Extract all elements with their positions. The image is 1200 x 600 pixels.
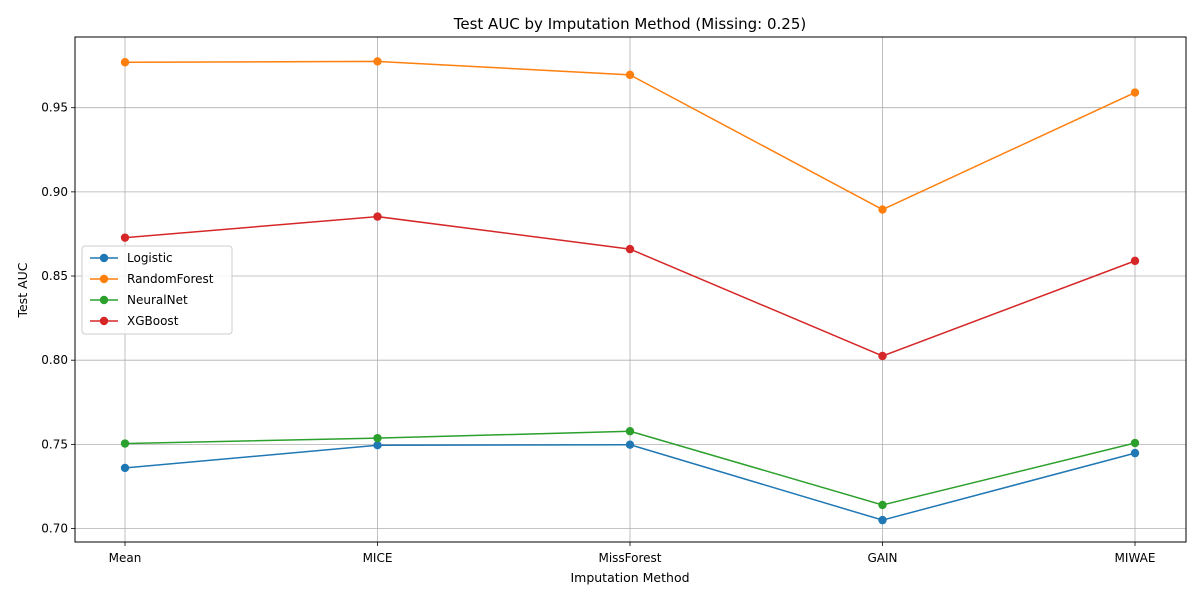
y-tick-label: 0.70 (41, 522, 68, 536)
legend-marker (99, 295, 109, 305)
series-xgboost (120, 212, 1140, 361)
chart-title: Test AUC by Imputation Method (Missing: … (453, 15, 806, 33)
y-tick-label: 0.80 (41, 353, 68, 367)
series-logistic (120, 440, 1140, 525)
legend-marker (99, 274, 109, 284)
legend-label: RandomForest (127, 272, 214, 286)
legend-item-xgboost: XGBoost (90, 314, 179, 328)
legend-item-randomforest: RandomForest (90, 272, 214, 286)
x-axis: Mean MICE MissForest GAIN MIWAE (109, 542, 1156, 565)
data-point (1130, 448, 1140, 458)
series-neuralnet (120, 427, 1140, 510)
data-point (625, 440, 635, 449)
series-layer (120, 57, 1140, 525)
data-point (373, 433, 382, 443)
data-point (373, 57, 382, 66)
data-point (878, 515, 887, 525)
data-point (878, 205, 887, 214)
legend-label: NeuralNet (127, 293, 188, 307)
data-point (120, 439, 130, 448)
data-point (625, 244, 635, 254)
x-tick-label: MICE (363, 551, 393, 565)
y-tick-label: 0.85 (41, 269, 68, 283)
y-tick-label: 0.95 (41, 101, 68, 115)
data-point (1130, 438, 1140, 448)
data-point (625, 70, 635, 80)
data-point (1130, 256, 1140, 266)
data-point (1130, 88, 1140, 97)
legend-item-neuralnet: NeuralNet (90, 293, 188, 307)
plot-frame (74, 36, 1187, 543)
y-tick-label: 0.75 (41, 437, 68, 451)
legend-label: XGBoost (127, 314, 179, 328)
legend-marker (99, 253, 109, 263)
x-axis-label: Imputation Method (570, 570, 689, 585)
legend-box (81, 245, 233, 335)
data-point (878, 500, 887, 510)
data-point (120, 58, 130, 67)
data-point (373, 441, 382, 450)
y-tick-label: 0.90 (41, 185, 68, 199)
data-point (373, 212, 382, 221)
y-axis-label: Test AUC (15, 262, 30, 318)
grid (75, 37, 1186, 542)
x-tick-label: MissForest (598, 551, 661, 565)
data-point (625, 427, 635, 436)
legend-item-logistic: Logistic (90, 251, 173, 265)
legend-label: Logistic (127, 251, 173, 265)
data-point (120, 233, 130, 242)
x-tick-label: MIWAE (1115, 551, 1156, 565)
data-point (120, 463, 130, 473)
series-randomforest (120, 57, 1140, 214)
legend: Logistic RandomForest NeuralNet XGBoost (81, 245, 233, 335)
legend-marker (99, 316, 109, 326)
y-axis: 0.70 0.75 0.80 0.85 0.90 0.95 (41, 101, 75, 536)
x-tick-label: Mean (109, 551, 142, 565)
x-tick-label: GAIN (867, 551, 897, 565)
data-point (878, 351, 887, 361)
